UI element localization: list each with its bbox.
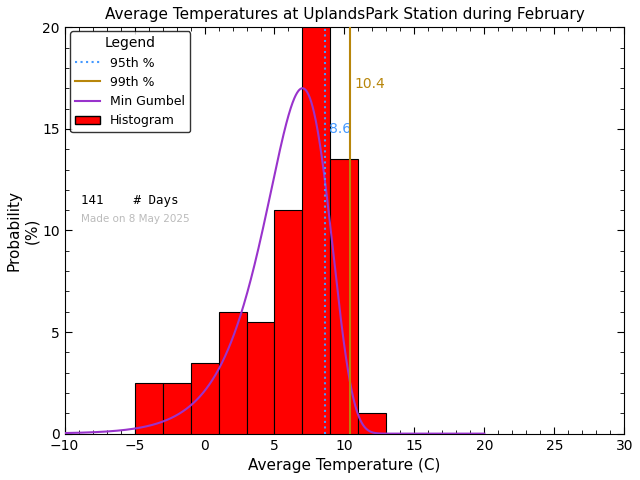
Bar: [246, 322, 275, 433]
Y-axis label: Probability
(%): Probability (%): [7, 190, 39, 271]
Text: 10.4: 10.4: [355, 77, 385, 91]
Text: Made on 8 May 2025: Made on 8 May 2025: [81, 215, 190, 224]
Bar: [163, 383, 191, 433]
Bar: [303, 27, 330, 433]
X-axis label: Average Temperature (C): Average Temperature (C): [248, 458, 441, 473]
Bar: [358, 413, 387, 433]
Text: 8.6: 8.6: [329, 122, 351, 136]
Text: 141    # Days: 141 # Days: [81, 194, 179, 207]
Legend: 95th %, 99th %, Min Gumbel, Histogram: 95th %, 99th %, Min Gumbel, Histogram: [70, 31, 190, 132]
Bar: [218, 312, 246, 433]
Bar: [330, 159, 358, 433]
Bar: [134, 383, 163, 433]
Bar: [191, 362, 218, 433]
Title: Average Temperatures at UplandsPark Station during February: Average Temperatures at UplandsPark Stat…: [104, 7, 584, 22]
Bar: [275, 210, 303, 433]
